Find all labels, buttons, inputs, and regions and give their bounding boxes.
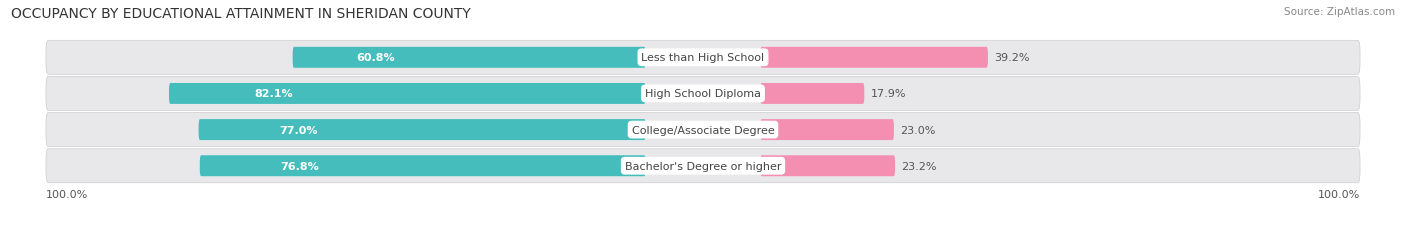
Text: 100.0%: 100.0% bbox=[1317, 189, 1360, 199]
Text: 39.2%: 39.2% bbox=[994, 53, 1029, 63]
FancyBboxPatch shape bbox=[46, 77, 1360, 111]
FancyBboxPatch shape bbox=[46, 41, 1360, 75]
Text: 60.8%: 60.8% bbox=[356, 53, 395, 63]
FancyBboxPatch shape bbox=[761, 84, 865, 104]
Text: Bachelor's Degree or higher: Bachelor's Degree or higher bbox=[624, 161, 782, 171]
Text: Source: ZipAtlas.com: Source: ZipAtlas.com bbox=[1284, 7, 1395, 17]
Text: High School Diploma: High School Diploma bbox=[645, 89, 761, 99]
Text: OCCUPANCY BY EDUCATIONAL ATTAINMENT IN SHERIDAN COUNTY: OCCUPANCY BY EDUCATIONAL ATTAINMENT IN S… bbox=[11, 7, 471, 21]
FancyBboxPatch shape bbox=[761, 48, 988, 68]
FancyBboxPatch shape bbox=[761, 120, 894, 140]
FancyBboxPatch shape bbox=[292, 48, 645, 68]
Text: 82.1%: 82.1% bbox=[254, 89, 294, 99]
Text: 23.2%: 23.2% bbox=[901, 161, 936, 171]
FancyBboxPatch shape bbox=[46, 149, 1360, 183]
Text: 23.0%: 23.0% bbox=[900, 125, 935, 135]
FancyBboxPatch shape bbox=[198, 120, 645, 140]
FancyBboxPatch shape bbox=[200, 156, 645, 176]
Text: 77.0%: 77.0% bbox=[278, 125, 318, 135]
FancyBboxPatch shape bbox=[169, 84, 645, 104]
Text: Less than High School: Less than High School bbox=[641, 53, 765, 63]
FancyBboxPatch shape bbox=[46, 113, 1360, 147]
Text: 100.0%: 100.0% bbox=[46, 189, 89, 199]
Text: 17.9%: 17.9% bbox=[870, 89, 907, 99]
Text: 76.8%: 76.8% bbox=[280, 161, 319, 171]
FancyBboxPatch shape bbox=[761, 156, 896, 176]
Text: College/Associate Degree: College/Associate Degree bbox=[631, 125, 775, 135]
